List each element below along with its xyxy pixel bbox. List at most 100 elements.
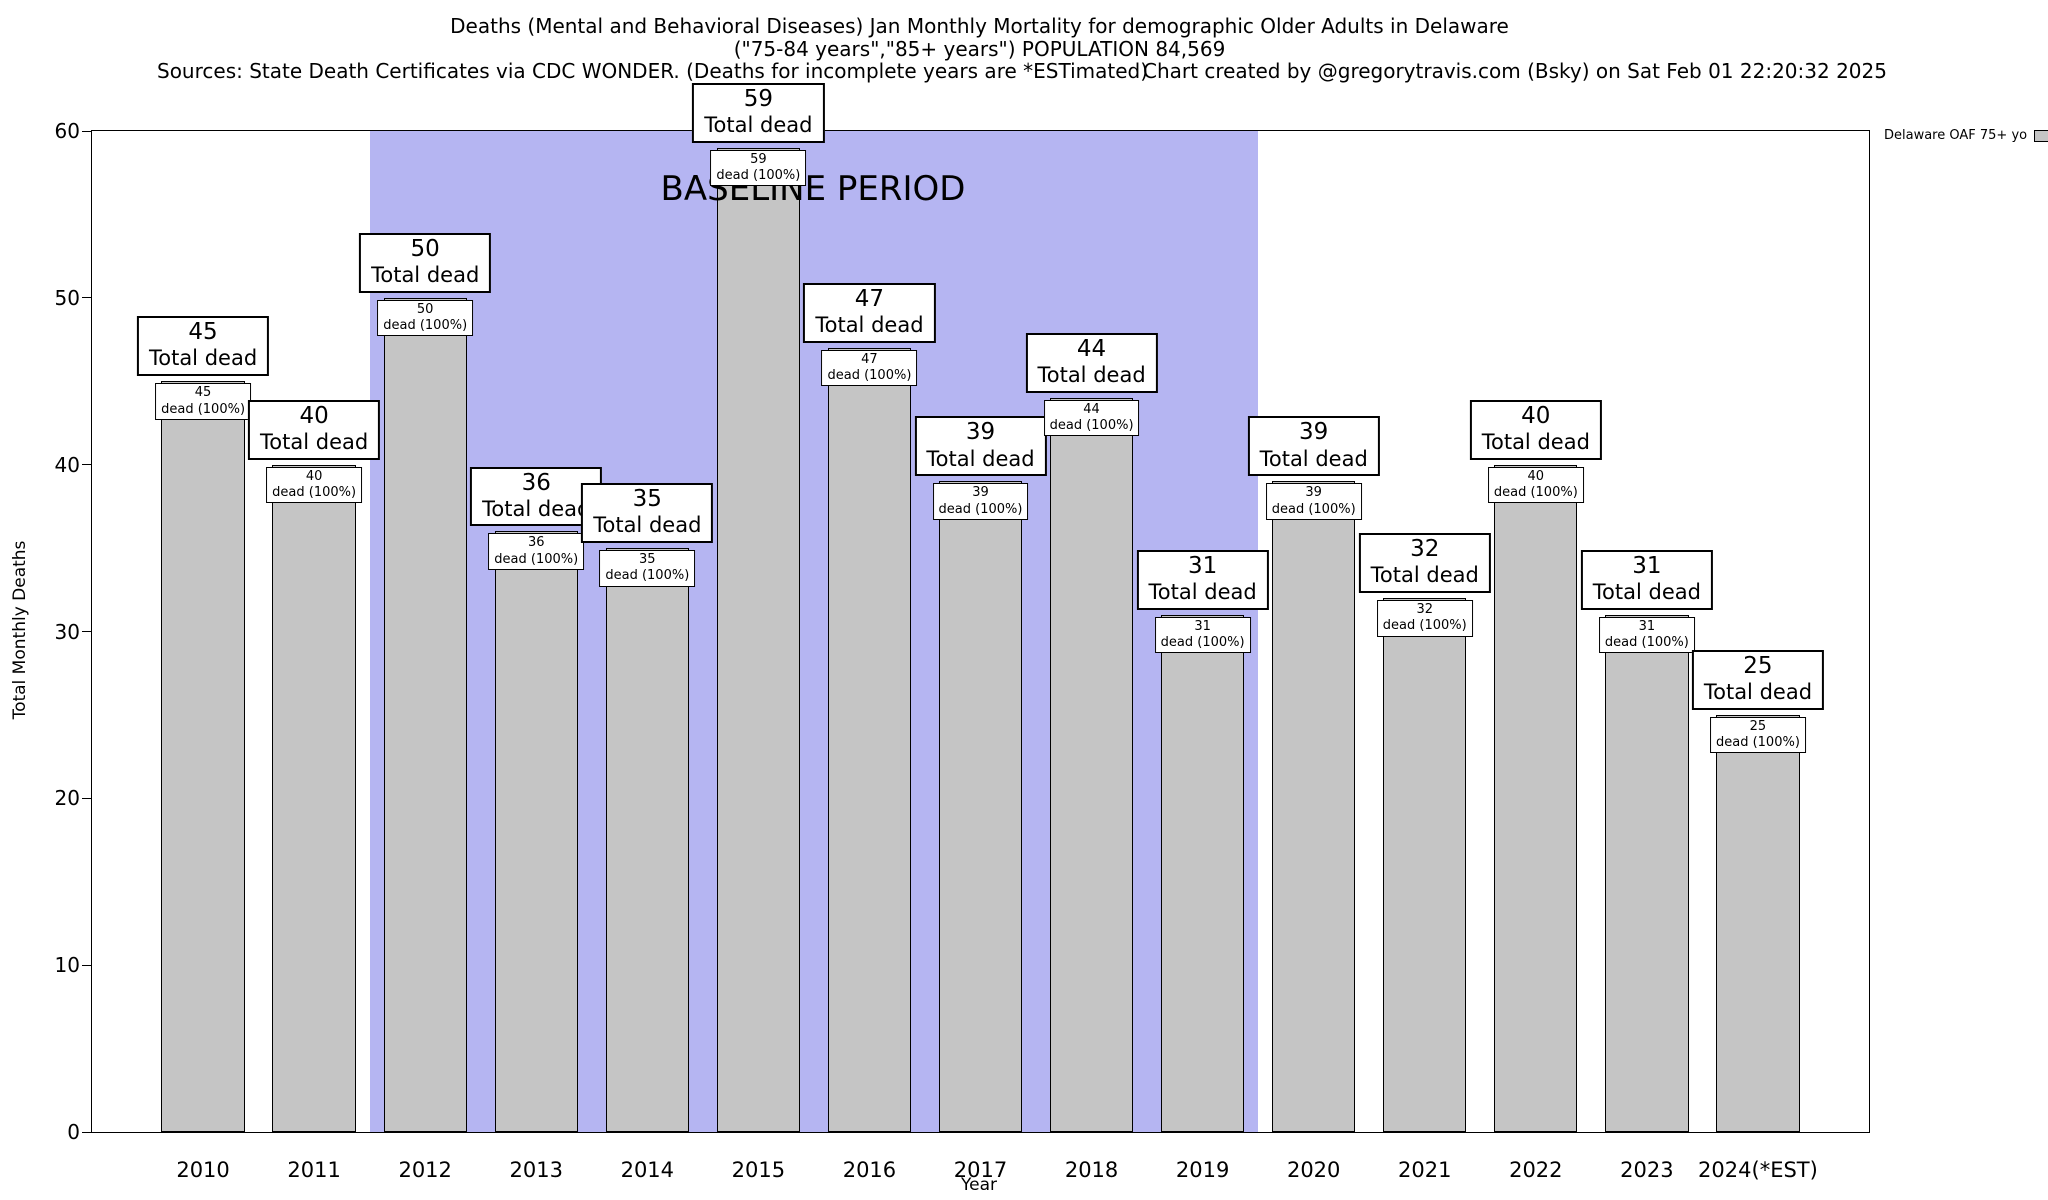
bar-total-label-2023: 31 Total dead [1580,549,1713,610]
bar-total-label-2012: 50 Total dead [359,232,492,293]
y-tick-label-20: 20 [54,786,80,811]
y-tick-label-40: 40 [54,452,80,477]
bar-inner-text: dead (100%) [716,167,801,183]
x-tick-label-2019: 2019 [1175,1158,1230,1182]
y-tick-label-60: 60 [54,119,80,143]
bar-total-label-2020: 39 Total dead [1247,416,1380,477]
x-tick-label-2017: 2017 [953,1158,1008,1182]
bar-inner-value: 31 [1638,618,1656,634]
x-tick-label-2021: 2021 [1398,1158,1452,1182]
x-tick-label-2014: 2014 [620,1158,675,1182]
bar-total-value: 50 [410,235,440,262]
bar-inner-label-2024(*EST): 25 dead (100%) [1709,716,1806,754]
bar-2019 [1160,614,1245,1132]
y-tick-mark [82,464,92,466]
bar-total-text: Total dead [1259,446,1368,471]
bar-2011 [272,464,356,1132]
bar-inner-text: dead (100%) [605,568,690,584]
bar-inner-value: 45 [194,385,212,401]
bar-total-text: Total dead [926,446,1035,471]
bar-2014 [605,548,689,1132]
bar-inner-value: 40 [1527,468,1545,484]
y-tick-label-0: 0 [67,1120,80,1144]
bar-inner-text: dead (100%) [494,551,579,567]
legend-swatch [2034,129,2048,142]
legend: Delaware OAF 75+ yo [1884,128,2048,143]
bar-inner-label-2013: 36 dead (100%) [488,533,585,570]
bar-inner-text: dead (100%) [272,484,357,500]
bar-total-label-2011: 40 Total dead [248,399,381,460]
bar-total-text: Total dead [260,429,369,454]
bar-2015 [716,147,801,1132]
bar-inner-label-2015: 59 dead (100%) [710,149,807,187]
bar-total-text: Total dead [1148,580,1257,605]
chart-title-line1: Deaths (Mental and Behavioral Diseases) … [450,14,1509,38]
bar-total-text: Total dead [1592,580,1701,605]
bar-total-value: 31 [1187,552,1218,579]
bar-total-label-2024(*EST): 25 Total dead [1691,650,1825,710]
bar-total-value: 36 [521,469,551,496]
bar-2022 [1494,464,1578,1132]
bar-inner-value: 39 [1305,485,1322,501]
bar-2021 [1383,598,1467,1132]
x-tick-label-2024(*EST): 2024(*EST) [1698,1158,1818,1182]
bar-total-value: 59 [743,85,774,112]
bar-total-value: 25 [1743,653,1773,680]
bar-total-label-2016: 47 Total dead [803,283,936,343]
x-tick-label-2022: 2022 [1509,1158,1563,1182]
y-tick-mark [82,631,92,632]
bar-inner-label-2011: 40 dead (100%) [266,466,363,504]
chart-sources: Sources: State Death Certificates via CD… [157,59,1149,83]
bar-total-value: 40 [299,402,329,429]
bar-total-value: 31 [1632,552,1662,579]
bar-total-label-2014: 35 Total dead [581,483,714,544]
bar-inner-label-2014: 35 dead (100%) [599,550,696,587]
x-tick-label-2010: 2010 [176,1158,230,1182]
bar-inner-value: 40 [305,468,323,484]
x-tick-label-2020: 2020 [1286,1158,1341,1182]
bar-2018 [1049,397,1134,1132]
x-tick-label-2016: 2016 [842,1158,897,1182]
bar-2017 [938,481,1023,1132]
y-tick-mark [82,130,92,132]
bar-inner-label-2018: 44 dead (100%) [1043,399,1140,437]
bar-inner-text: dead (100%) [1160,635,1245,651]
bar-2024(*EST) [1716,714,1800,1132]
bar-2016 [827,347,912,1132]
bar-inner-text: dead (100%) [1271,501,1356,517]
bar-inner-value: 50 [416,301,434,317]
bar-total-text: Total dead [593,513,702,538]
bar-total-text: Total dead [1037,363,1146,388]
x-tick-label-2018: 2018 [1064,1158,1119,1182]
chart-title-line2: ("75-84 years","85+ years") POPULATION 8… [733,37,1226,61]
bar-inner-label-2023: 31 dead (100%) [1598,616,1695,654]
bar-2020 [1272,481,1356,1132]
bar-total-text: Total dead [1370,563,1479,588]
plot-area: BASELINE PERIOD 0 10 20 30 40 50 60 45 Total dea… [55,82,1870,1182]
bar-inner-value: 44 [1083,401,1100,417]
bar-inner-label-2021: 32 dead (100%) [1376,600,1473,637]
y-tick-mark [82,1131,92,1133]
bar-inner-label-2022: 40 dead (100%) [1487,466,1584,504]
x-tick-label-2023: 2023 [1620,1158,1674,1182]
y-tick-label-50: 50 [54,285,80,310]
bar-total-label-2021: 32 Total dead [1358,533,1491,594]
bar-inner-value: 59 [750,151,767,167]
bar-total-value: 35 [632,486,662,513]
bar-total-value: 47 [854,286,885,312]
bar-inner-value: 47 [861,351,878,367]
bar-inner-text: dead (100%) [1604,635,1689,651]
bar-total-value: 39 [965,419,996,446]
bar-total-text: Total dead [371,263,480,288]
bar-inner-label-2020: 39 dead (100%) [1265,483,1362,520]
bar-total-value: 40 [1521,402,1551,429]
bar-inner-text: dead (100%) [383,318,468,334]
bar-total-label-2019: 31 Total dead [1136,549,1269,610]
bar-inner-label-2012: 50 dead (100%) [377,299,474,337]
bar-inner-text: dead (100%) [161,401,246,417]
bar-total-label-2022: 40 Total dead [1469,399,1602,460]
bar-2010 [161,381,245,1132]
bar-inner-value: 39 [972,485,989,501]
baseline-period-label: BASELINE PERIOD [660,169,966,209]
